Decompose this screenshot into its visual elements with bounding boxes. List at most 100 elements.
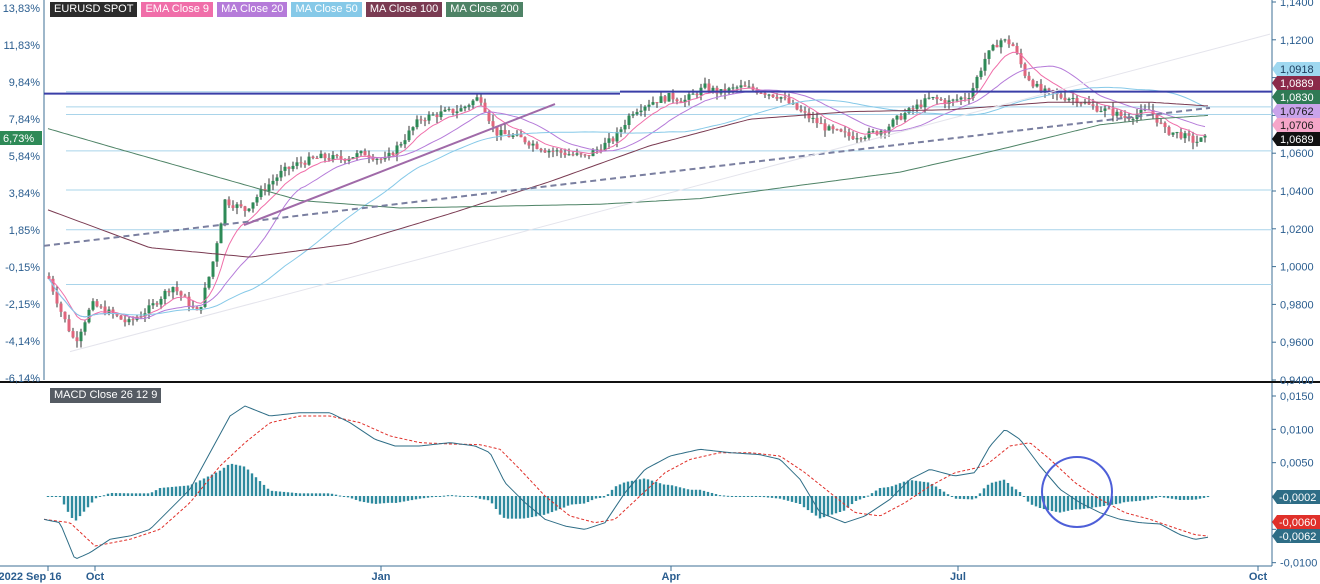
candle (427, 111, 431, 125)
legend-item: EURUSD SPOT (50, 2, 138, 17)
histogram-bar (250, 473, 254, 496)
candle (151, 298, 155, 309)
candle (831, 124, 835, 134)
candle (275, 174, 279, 186)
candle (567, 148, 571, 156)
candle (639, 104, 643, 117)
histogram-bar (774, 496, 778, 499)
histogram-bar (206, 476, 210, 496)
histogram-bar (638, 479, 642, 496)
histogram-bar (830, 496, 834, 515)
macd-tick-label: 0,0150 (1280, 391, 1314, 403)
candle (583, 154, 587, 158)
histogram-bar (546, 496, 550, 514)
price-tag: 1,0689 (1272, 132, 1320, 146)
histogram-bar (290, 492, 294, 496)
histogram-bar (270, 490, 274, 496)
candle (299, 156, 303, 168)
candle (259, 185, 263, 200)
candle (175, 281, 179, 296)
histogram-bar (378, 496, 382, 504)
histogram-bar (1166, 496, 1170, 499)
histogram-bar (382, 496, 386, 504)
histogram-bar (966, 496, 970, 500)
svg-text:-0,0062: -0,0062 (1279, 531, 1316, 543)
histogram-bar (514, 496, 518, 519)
price-tag: 1,0889 (1272, 76, 1320, 90)
histogram-bar (498, 496, 502, 515)
candle (839, 128, 843, 133)
macd-tick-label: -0,0100 (1280, 558, 1317, 570)
candle (411, 126, 415, 136)
histogram-bar (982, 488, 986, 496)
histogram-bar (170, 486, 174, 496)
histogram-bar (94, 496, 98, 499)
candle (995, 39, 999, 48)
candle (1195, 135, 1199, 147)
x-tick-label: Oct (1249, 571, 1268, 583)
price-tick-label: 1,0200 (1280, 224, 1314, 236)
histogram-bar (998, 480, 1002, 496)
candle (1099, 106, 1103, 113)
histogram-bar (874, 490, 878, 496)
histogram-bar (986, 484, 990, 496)
histogram-bar (1122, 496, 1126, 503)
histogram-bar (970, 496, 974, 500)
candle (455, 104, 459, 119)
histogram-bar (502, 496, 506, 518)
candle (447, 106, 451, 112)
candle (395, 141, 399, 162)
histogram-bar (1146, 496, 1150, 500)
histogram-bar (750, 496, 754, 497)
candle (247, 208, 251, 213)
histogram-bar (446, 495, 450, 497)
candle (815, 112, 819, 128)
ma50-line (48, 86, 1206, 318)
histogram-bar (650, 480, 654, 496)
histogram-bar (602, 496, 606, 498)
candle (359, 150, 363, 156)
candle (1163, 121, 1167, 134)
candle (651, 96, 655, 106)
histogram-bar (862, 496, 866, 498)
legend-item: MA Close 100 (365, 2, 443, 17)
pct-tick-label: 5,84% (9, 151, 40, 163)
candle (435, 112, 439, 124)
candle (459, 104, 463, 112)
histogram-bar (882, 487, 886, 496)
candle (743, 81, 747, 87)
histogram-bar (1106, 496, 1110, 506)
candle (767, 93, 771, 100)
histogram-bar (406, 496, 410, 501)
candle (891, 118, 895, 128)
candle (219, 222, 223, 244)
histogram-bar (430, 496, 434, 498)
price-tick-label: 0,9600 (1280, 337, 1314, 349)
histogram-bar (102, 495, 106, 497)
candle (987, 50, 991, 65)
candle (387, 147, 391, 161)
histogram-bar (1034, 496, 1038, 507)
histogram-bar (758, 496, 762, 497)
histogram-bar (654, 481, 658, 496)
histogram-bar (266, 488, 270, 496)
histogram-bar (130, 493, 134, 496)
candle (163, 289, 167, 306)
macd-line (43, 405, 1209, 559)
macd-tick-label: 0,0050 (1280, 458, 1314, 470)
histogram-bar (1174, 496, 1178, 500)
candle (419, 115, 423, 124)
histogram-bar (282, 491, 286, 496)
histogram-bar (886, 487, 890, 496)
candle (535, 141, 539, 150)
candle (399, 141, 403, 148)
histogram-bar (890, 486, 894, 496)
candle (1019, 48, 1023, 68)
candle (147, 299, 151, 320)
candle (667, 92, 671, 102)
histogram-bar (1018, 492, 1022, 496)
candle (1087, 96, 1091, 105)
histogram-bar (1094, 496, 1098, 508)
pct-tick-label: 1,85% (9, 225, 40, 237)
candle (479, 94, 483, 106)
